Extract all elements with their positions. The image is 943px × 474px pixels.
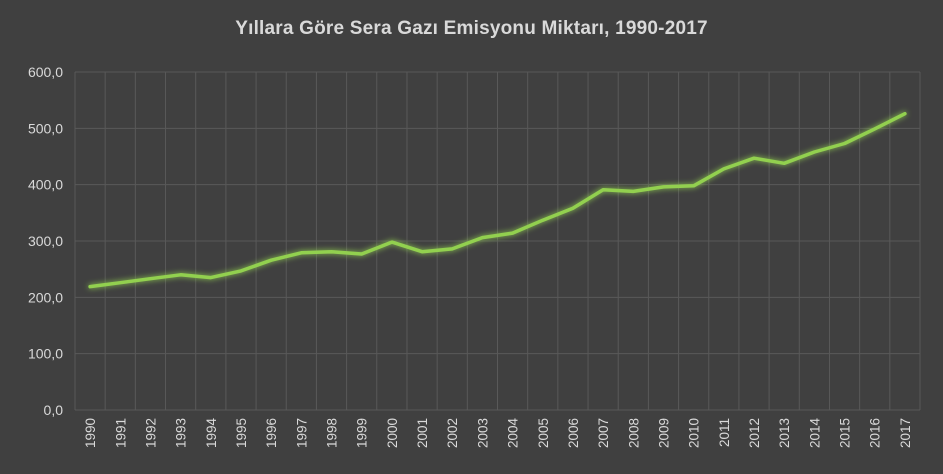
y-tick-label: 600,0 [28, 64, 63, 80]
x-tick-label: 1998 [325, 418, 340, 448]
x-tick-label: 2002 [445, 418, 460, 448]
x-tick-label: 2012 [747, 418, 762, 448]
x-tick-label: 2010 [687, 418, 702, 448]
x-tick-label: 1991 [113, 418, 128, 448]
x-tick-label: 1996 [264, 418, 279, 448]
x-tick-label: 2001 [415, 418, 430, 448]
x-tick-label: 1992 [143, 418, 158, 448]
x-tick-label: 2015 [838, 418, 853, 448]
y-tick-label: 500,0 [28, 120, 63, 136]
series-line [88, 111, 907, 289]
x-axis-tick-labels: 1990 1991 1992 1993 1994 1995 1996 1997 1998 1999… [83, 418, 913, 449]
x-tick-label: 2013 [777, 418, 792, 448]
x-tick-label: 2016 [868, 418, 883, 448]
x-tick-label: 1990 [83, 418, 98, 448]
x-tick-label: 2000 [385, 418, 400, 448]
x-tick-label: 2006 [566, 418, 581, 448]
x-tick-label: 2005 [536, 418, 551, 448]
x-tick-label: 1993 [174, 418, 189, 448]
y-tick-label: 200,0 [28, 289, 63, 305]
x-tick-label: 2011 [717, 418, 732, 447]
y-tick-label: 100,0 [28, 346, 63, 362]
x-tick-label: 1999 [355, 418, 370, 448]
x-tick-label: 2017 [898, 418, 913, 448]
y-axis-tick-labels: 0,0 100,0 200,0 300,0 400,0 500,0 600,0 [28, 64, 63, 418]
y-tick-label: 300,0 [28, 233, 63, 249]
x-tick-label: 1994 [204, 418, 219, 449]
x-tick-label: 1995 [234, 418, 249, 448]
vertical-gridlines [74, 72, 921, 410]
chart-title: Yıllara Göre Sera Gazı Emisyonu Miktarı,… [235, 18, 708, 39]
y-tick-label: 400,0 [28, 177, 63, 193]
series-layer [88, 111, 907, 289]
x-tick-label: 1997 [294, 418, 309, 448]
x-tick-label: 2014 [807, 418, 822, 449]
x-tick-label: 2007 [596, 418, 611, 448]
x-tick-label: 2009 [656, 418, 671, 448]
x-tick-label: 2003 [475, 418, 490, 448]
x-tick-label: 2004 [506, 418, 521, 449]
y-tick-label: 0,0 [44, 402, 64, 418]
x-tick-label: 2008 [626, 418, 641, 448]
